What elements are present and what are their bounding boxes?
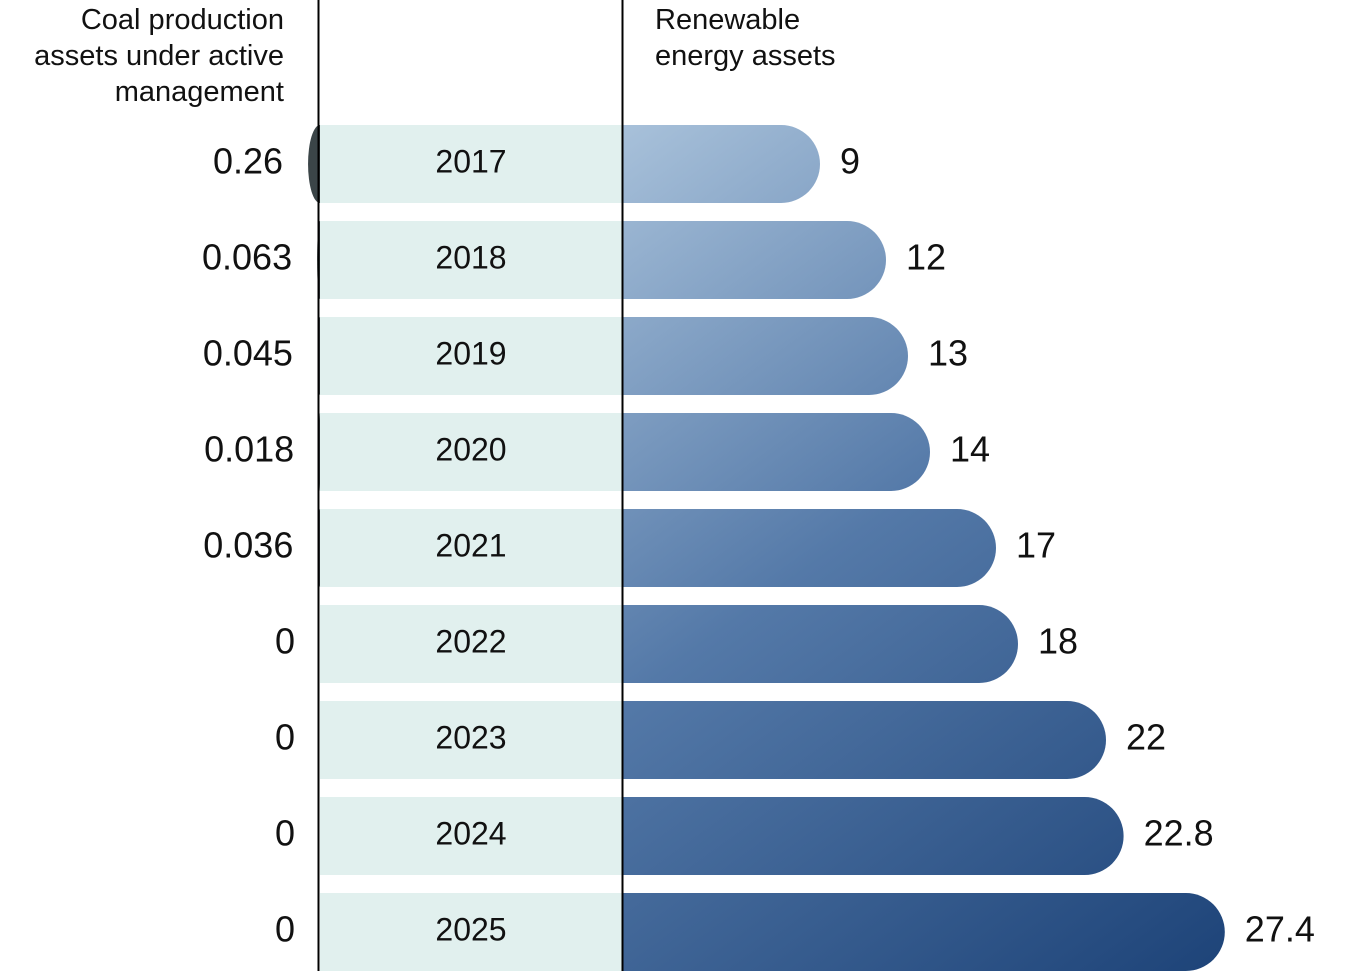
coal-header: Coal production assets under active mana… <box>34 4 284 108</box>
year-label: 2022 <box>435 623 506 659</box>
renewable-value-label: 13 <box>928 333 968 374</box>
year-band <box>320 317 622 395</box>
renewable-value-label: 27.4 <box>1245 909 1315 950</box>
year-band <box>320 893 622 971</box>
renewable-bar <box>622 701 1106 779</box>
coal-value-label: 0.26 <box>213 141 283 182</box>
coal-value-label: 0.063 <box>202 237 292 278</box>
renewable-value-label: 12 <box>906 237 946 278</box>
renewable-bar <box>622 893 1225 971</box>
year-band <box>320 125 622 203</box>
renewable-value-label: 14 <box>950 429 990 470</box>
coal-value-label: 0 <box>275 717 295 758</box>
year-label: 2017 <box>435 143 506 179</box>
year-band <box>320 701 622 779</box>
renewable-value-label: 22.8 <box>1144 813 1214 854</box>
renewable-bar <box>622 413 930 491</box>
year-label: 2019 <box>435 335 506 371</box>
year-band <box>320 605 622 683</box>
year-label: 2023 <box>435 719 506 755</box>
renewable-bar <box>622 221 886 299</box>
renewable-bar <box>622 317 908 395</box>
coal-value-label: 0.018 <box>204 429 294 470</box>
year-label: 2018 <box>435 239 506 275</box>
renewable-value-label: 9 <box>840 141 860 182</box>
year-band <box>320 413 622 491</box>
year-label: 2021 <box>435 527 506 563</box>
year-band <box>320 797 622 875</box>
year-label: 2020 <box>435 431 506 467</box>
renewable-value-label: 17 <box>1016 525 1056 566</box>
renewable-value-label: 22 <box>1126 717 1166 758</box>
renewable-bar <box>622 125 820 203</box>
coal-value-label: 0.045 <box>203 333 293 374</box>
year-band <box>320 509 622 587</box>
coal-bar <box>308 125 320 203</box>
year-label: 2024 <box>435 815 506 851</box>
year-label: 2025 <box>435 911 506 947</box>
renewable-header: Renewable energy assets <box>655 4 836 72</box>
coal-value-label: 0.036 <box>203 525 293 566</box>
coal-value-label: 0 <box>275 813 295 854</box>
renewable-value-label: 18 <box>1038 621 1078 662</box>
renewable-bar <box>622 605 1018 683</box>
renewable-bar <box>622 509 996 587</box>
coal-value-label: 0 <box>275 621 295 662</box>
renewable-bar <box>622 797 1124 875</box>
year-band <box>320 221 622 299</box>
coal-value-label: 0 <box>275 909 295 950</box>
